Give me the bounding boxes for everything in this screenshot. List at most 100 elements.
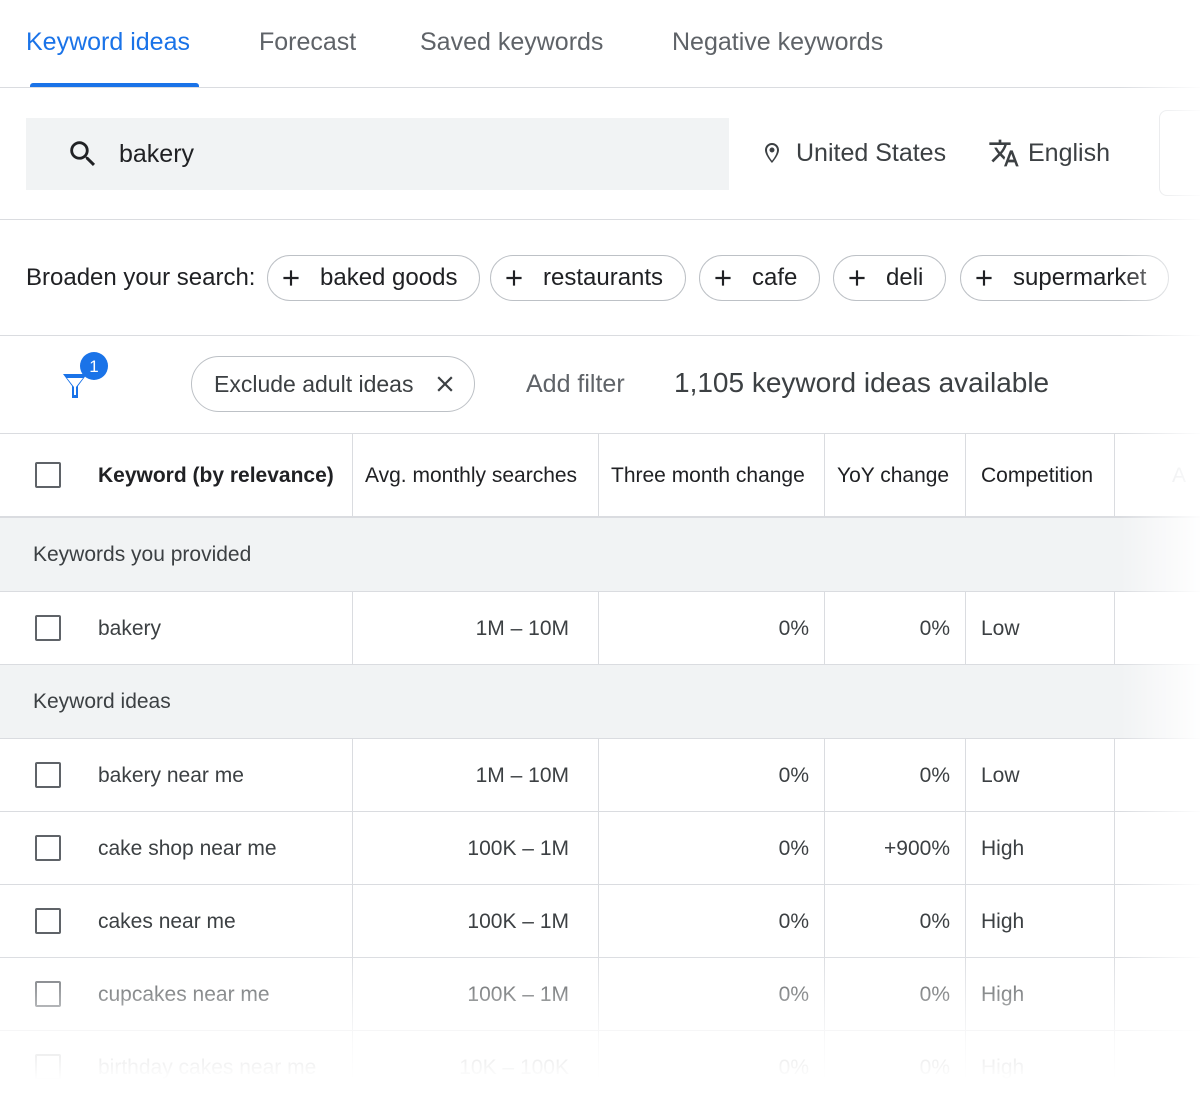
location-selector[interactable]: United States: [760, 136, 946, 170]
column-divider: [598, 434, 599, 518]
active-filter-chip[interactable]: Exclude adult ideas: [191, 356, 475, 412]
three-month-cell: 0%: [778, 1055, 809, 1079]
keyword-count-label: 1,105 keyword ideas available: [674, 367, 1050, 398]
filter-count-badge: 1: [89, 357, 98, 376]
yoy-cell: 0%: [919, 763, 950, 787]
broaden-search-row: Broaden your search: baked goods restaur…: [0, 220, 1200, 336]
table-row[interactable]: bakery near me 1M – 10M 0% 0% Low: [0, 739, 1200, 812]
chip-label: deli: [886, 264, 924, 291]
row-checkbox[interactable]: [35, 981, 61, 1007]
competition-cell: Low: [981, 763, 1020, 787]
yoy-cell: 0%: [919, 909, 950, 933]
plus-icon: [976, 270, 992, 286]
search-bar-row: United States English: [0, 88, 1200, 220]
column-divider: [824, 592, 825, 665]
table-row[interactable]: cake shop near me 100K – 1M 0% +900% Hig…: [0, 812, 1200, 885]
keyword-cell: cakes near me: [98, 909, 236, 933]
header-truncated: A: [1172, 464, 1187, 487]
competition-cell: High: [981, 1055, 1025, 1079]
column-divider: [352, 739, 353, 1103]
avg-monthly-cell: 1M – 10M: [475, 616, 569, 640]
table-row[interactable]: cupcakes near me 100K – 1M 0% 0% High: [0, 958, 1200, 1031]
competition-cell: Low: [981, 616, 1020, 640]
broaden-chip-restaurants[interactable]: restaurants: [490, 255, 687, 301]
keyword-cell: cupcakes near me: [98, 982, 270, 1006]
chip-label: baked goods: [320, 264, 458, 291]
yoy-cell: +900%: [884, 836, 950, 860]
broaden-chip-supermarket[interactable]: supermarket: [960, 255, 1170, 301]
table-row[interactable]: cakes near me 100K – 1M 0% 0% High: [0, 885, 1200, 958]
chip-label: restaurants: [543, 264, 664, 291]
translate-icon: [989, 139, 1019, 167]
avg-monthly-cell: 1M – 10M: [475, 763, 569, 787]
broaden-chip-cafe[interactable]: cafe: [699, 255, 821, 301]
competition-cell: High: [981, 982, 1025, 1006]
avg-monthly-cell: 10K – 100K: [459, 1055, 569, 1079]
column-divider: [824, 434, 825, 518]
add-filter-button[interactable]: Add filter: [526, 370, 625, 398]
section-header: Keyword ideas: [0, 665, 1200, 739]
table-header: Keyword (by relevance) Avg. monthly sear…: [0, 434, 1200, 518]
column-divider: [1114, 739, 1115, 1103]
tab-bar: Keyword ideas Forecast Saved keywords Ne…: [0, 0, 1200, 88]
chip-label: supermarket: [1013, 264, 1147, 291]
select-all-checkbox[interactable]: [35, 462, 61, 488]
column-divider: [965, 739, 966, 1103]
avg-monthly-cell: 100K – 1M: [467, 982, 569, 1006]
column-divider: [352, 434, 353, 518]
broaden-chip-baked-goods[interactable]: baked goods: [267, 255, 481, 301]
column-divider: [1114, 592, 1115, 665]
keyword-cell: cake shop near me: [98, 836, 277, 860]
keyword-table: Keyword (by relevance) Avg. monthly sear…: [0, 434, 1200, 1103]
tab-keyword-ideas[interactable]: Keyword ideas: [26, 28, 190, 56]
language-selector[interactable]: English: [988, 136, 1110, 170]
three-month-cell: 0%: [778, 616, 809, 640]
three-month-cell: 0%: [778, 763, 809, 787]
table-row[interactable]: bakery 1M – 10M 0% 0% Low: [0, 592, 1200, 665]
row-checkbox[interactable]: [35, 762, 61, 788]
column-divider: [598, 592, 599, 665]
active-tab-indicator: [30, 83, 199, 87]
plus-icon: [506, 270, 522, 286]
tab-negative-keywords[interactable]: Negative keywords: [672, 28, 884, 56]
date-range-selector[interactable]: [1159, 110, 1200, 196]
search-input[interactable]: [119, 118, 699, 190]
header-three-month-change[interactable]: Three month change: [611, 464, 805, 487]
keyword-cell: birthday cakes near me: [98, 1055, 317, 1079]
row-checkbox[interactable]: [35, 835, 61, 861]
avg-monthly-cell: 100K – 1M: [467, 909, 569, 933]
filter-row: 1 Exclude adult ideas Add filter 1,105 k…: [0, 336, 1200, 434]
column-divider: [352, 592, 353, 665]
table-row[interactable]: birthday cakes near me 10K – 100K 0% 0% …: [0, 1031, 1200, 1103]
section-header: Keywords you provided: [0, 518, 1200, 592]
yoy-cell: 0%: [919, 982, 950, 1006]
location-pin-icon: [765, 143, 779, 163]
active-filter-label: Exclude adult ideas: [214, 370, 414, 397]
row-checkbox[interactable]: [35, 1054, 61, 1080]
header-competition[interactable]: Competition: [981, 464, 1094, 487]
three-month-cell: 0%: [778, 909, 809, 933]
plus-icon: [715, 270, 731, 286]
filter-icon[interactable]: 1: [58, 350, 114, 402]
plus-icon: [849, 270, 865, 286]
search-icon: [70, 141, 96, 167]
keyword-cell: bakery: [98, 616, 162, 640]
header-avg-monthly-searches[interactable]: Avg. monthly searches: [365, 464, 578, 487]
column-divider: [598, 739, 599, 1103]
three-month-cell: 0%: [778, 836, 809, 860]
avg-monthly-cell: 100K – 1M: [467, 836, 569, 860]
row-checkbox[interactable]: [35, 908, 61, 934]
tab-saved-keywords[interactable]: Saved keywords: [420, 28, 604, 56]
column-divider: [965, 434, 966, 518]
row-checkbox[interactable]: [35, 615, 61, 641]
yoy-cell: 0%: [919, 616, 950, 640]
broaden-chip-deli[interactable]: deli: [833, 255, 947, 301]
header-yoy-change[interactable]: YoY change: [837, 464, 950, 487]
close-icon[interactable]: [432, 371, 458, 397]
chip-label: cafe: [752, 264, 798, 291]
competition-cell: High: [981, 909, 1025, 933]
tab-forecast[interactable]: Forecast: [259, 28, 357, 56]
header-keyword[interactable]: Keyword (by relevance): [98, 464, 334, 487]
keyword-cell: bakery near me: [98, 763, 244, 787]
search-box[interactable]: [26, 118, 729, 190]
